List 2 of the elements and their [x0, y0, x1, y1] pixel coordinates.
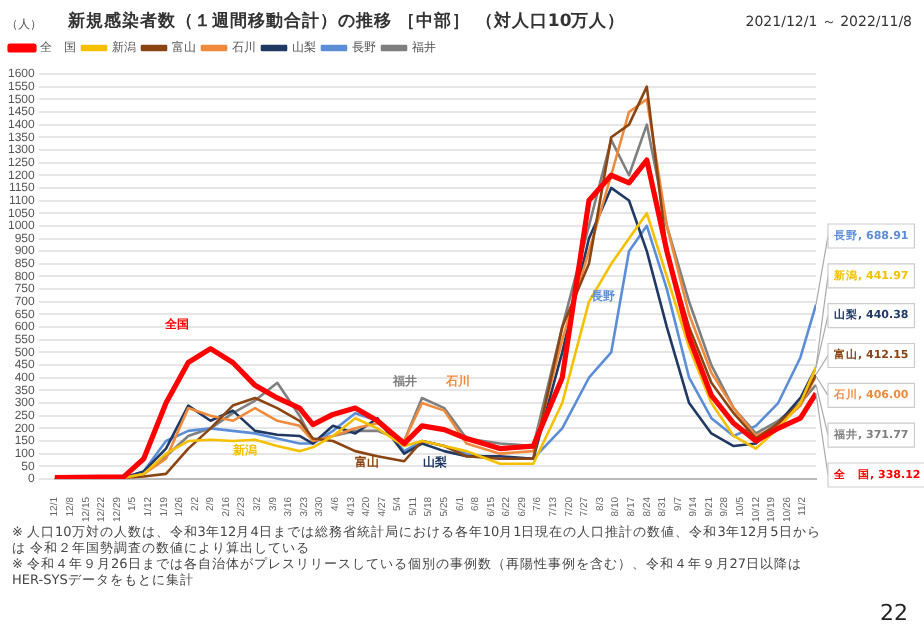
chart-title: 新規感染者数（１週間移動合計）の推移 ［中部］ （対人口10万人）	[68, 10, 626, 34]
text: 22	[880, 600, 908, 626]
